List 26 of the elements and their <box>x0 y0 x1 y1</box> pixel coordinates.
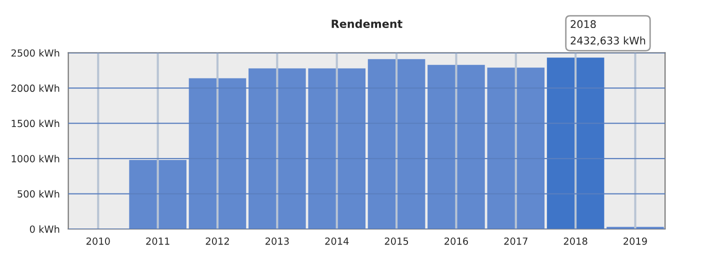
bar <box>428 64 485 229</box>
x-tick-label: 2017 <box>504 238 528 245</box>
x-tick-label: 2014 <box>325 238 349 245</box>
y-tick-label: 2000 kWh <box>11 84 60 92</box>
x-tick-label: 2013 <box>266 238 289 245</box>
y-tick-label: 2500 kWh <box>11 49 60 57</box>
annotation: 2018 2432,633 kWh <box>570 20 646 46</box>
bar <box>129 160 186 229</box>
y-tick-label: 1000 kWh <box>12 154 60 162</box>
x-tick-label: 2019 <box>624 238 647 245</box>
bar <box>487 68 545 229</box>
bar <box>308 68 366 229</box>
bar <box>546 58 604 229</box>
x-tick-label: 2018 <box>564 238 588 245</box>
bar <box>248 68 306 229</box>
chart-title: Rendement <box>332 19 402 28</box>
bar <box>368 59 426 229</box>
y-tick-label: 1500 kWh <box>12 120 60 128</box>
x-tick-label: 2016 <box>444 238 468 245</box>
x-tick-label: 2012 <box>206 238 229 245</box>
bar <box>188 78 246 229</box>
y-tick-label: 500 kWh <box>18 190 60 198</box>
x-tick-label: 2010 <box>86 238 110 245</box>
y-tick-label: 0 kWh <box>30 225 60 233</box>
x-tick-label: 2015 <box>384 238 408 245</box>
x-tick-label: 2011 <box>146 238 170 245</box>
